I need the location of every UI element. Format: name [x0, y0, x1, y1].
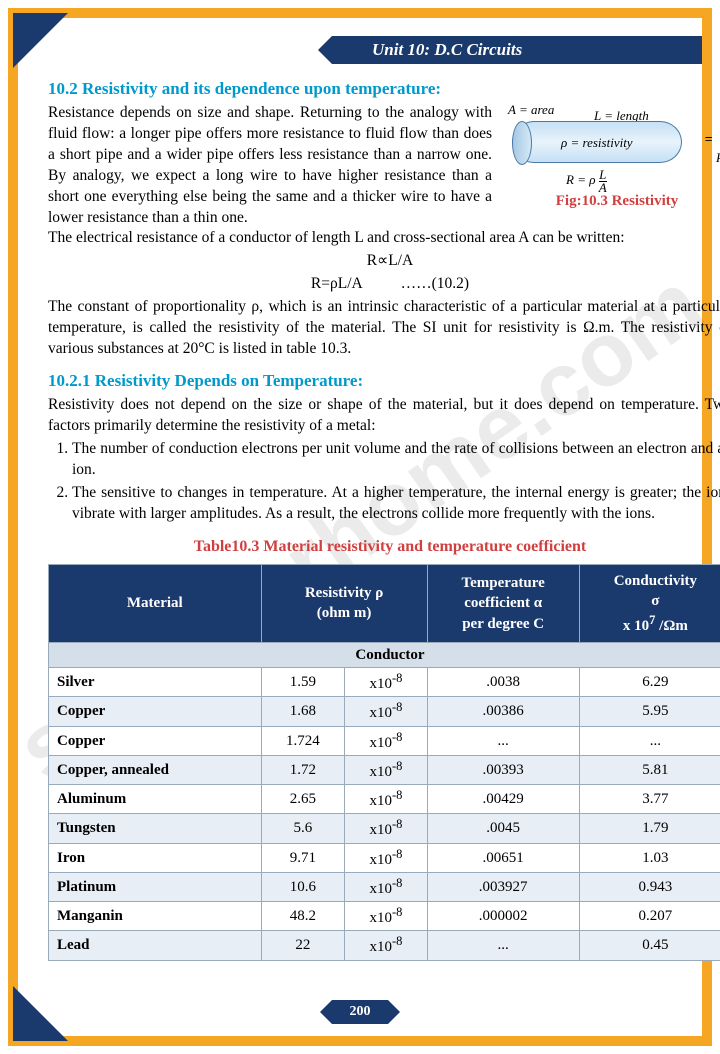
- table-row: Lead22x10-8...0.45: [49, 931, 720, 960]
- cell-material: Copper, annealed: [49, 755, 262, 784]
- table-row: Tungsten5.6x10-8.00451.79: [49, 814, 720, 843]
- cell-material: Iron: [49, 843, 262, 872]
- cell-material: Silver: [49, 668, 262, 697]
- cell-resistivity-exp: x10-8: [345, 755, 427, 784]
- equation-10-2: R=ρL/A ……(10.2): [48, 274, 720, 295]
- cell-resistivity-val: 22: [261, 931, 345, 960]
- cell-resistivity-exp: x10-8: [345, 697, 427, 726]
- cell-material: Aluminum: [49, 785, 262, 814]
- equation-proportional: R∝L/A: [48, 251, 720, 272]
- cell-conductivity: 5.95: [579, 697, 720, 726]
- cell-resistivity-exp: x10-8: [345, 814, 427, 843]
- temperature-factors-list: The number of conduction electrons per u…: [48, 439, 720, 525]
- cell-resistivity-exp: x10-8: [345, 931, 427, 960]
- col-resistivity: Resistivity ρ(ohm m): [261, 565, 427, 643]
- table-10-3-title: Table10.3 Material resistivity and tempe…: [48, 536, 720, 558]
- page-content: 10.2 Resistivity and its dependence upon…: [48, 78, 720, 961]
- cell-conductivity: 0.943: [579, 872, 720, 901]
- table-row: Iron9.71x10-8.006511.03: [49, 843, 720, 872]
- figure-10-3: A = area L = length ρ = resistivity = ᴍᴍ…: [502, 103, 720, 211]
- list-item: The number of conduction electrons per u…: [72, 439, 720, 481]
- cell-temp-coef: ...: [427, 931, 579, 960]
- cell-material: Platinum: [49, 872, 262, 901]
- table-row: Silver1.59x10-8.00386.29: [49, 668, 720, 697]
- cell-conductivity: 0.45: [579, 931, 720, 960]
- cell-temp-coef: .00429: [427, 785, 579, 814]
- para-formula-intro: The electrical resistance of a conductor…: [48, 228, 720, 249]
- para-temp-intro: Resistivity does not depend on the size …: [48, 395, 720, 437]
- cell-resistivity-exp: x10-8: [345, 872, 427, 901]
- figure-caption: Fig:10.3 Resistivity: [502, 191, 720, 211]
- cell-temp-coef: .00386: [427, 697, 579, 726]
- cell-resistivity-exp: x10-8: [345, 902, 427, 931]
- cell-conductivity: ...: [579, 726, 720, 755]
- col-conductivity: Conductivityσx 107 /Ωm: [579, 565, 720, 643]
- cell-resistivity-val: 10.6: [261, 872, 345, 901]
- cell-resistivity-val: 1.72: [261, 755, 345, 784]
- unit-label: Unit 10: D.C Circuits: [372, 40, 522, 59]
- cell-resistivity-val: 1.68: [261, 697, 345, 726]
- corner-decor-bl: [13, 986, 68, 1041]
- cell-resistivity-val: 2.65: [261, 785, 345, 814]
- cell-conductivity: 1.03: [579, 843, 720, 872]
- table-row: Aluminum2.65x10-8.004293.77: [49, 785, 720, 814]
- fig-r-symbol: R: [716, 149, 720, 167]
- cylinder-icon: ρ = resistivity: [512, 121, 682, 163]
- cell-material: Copper: [49, 697, 262, 726]
- cell-material: Lead: [49, 931, 262, 960]
- resistor-icon: = ᴍᴍ: [705, 131, 720, 149]
- table-row: Copper1.724x10-8......: [49, 726, 720, 755]
- fig-rho-label: ρ = resistivity: [561, 134, 633, 152]
- table-subheader: Conductor: [49, 642, 720, 667]
- col-temp-coef: Temperaturecoefficient αper degree C: [427, 565, 579, 643]
- cell-temp-coef: .0045: [427, 814, 579, 843]
- cell-resistivity-exp: x10-8: [345, 785, 427, 814]
- corner-decor-tl: [13, 13, 68, 68]
- cell-conductivity: 5.81: [579, 755, 720, 784]
- page-frame: Unit 10: D.C Circuits studyforhome.com 1…: [8, 8, 712, 1046]
- col-material: Material: [49, 565, 262, 643]
- cell-resistivity-exp: x10-8: [345, 668, 427, 697]
- cell-resistivity-val: 1.59: [261, 668, 345, 697]
- cell-conductivity: 1.79: [579, 814, 720, 843]
- cell-conductivity: 0.207: [579, 902, 720, 931]
- table-row: Copper, annealed1.72x10-8.003935.81: [49, 755, 720, 784]
- para-resistivity-def: The constant of proportionality ρ, which…: [48, 297, 720, 360]
- cell-material: Copper: [49, 726, 262, 755]
- page-number-badge: 200: [332, 1000, 388, 1024]
- cell-conductivity: 6.29: [579, 668, 720, 697]
- cell-material: Tungsten: [49, 814, 262, 843]
- fig-r-equation: R = ρ LA: [566, 169, 607, 193]
- cell-material: Manganin: [49, 902, 262, 931]
- list-item: The sensitive to changes in temperature.…: [72, 483, 720, 525]
- section-10-2-1-heading: 10.2.1 Resistivity Depends on Temperatur…: [48, 370, 720, 393]
- table-row: Copper1.68x10-8.003865.95: [49, 697, 720, 726]
- cell-resistivity-exp: x10-8: [345, 726, 427, 755]
- cell-resistivity-exp: x10-8: [345, 843, 427, 872]
- fig-area-label: A = area: [508, 101, 554, 119]
- cell-temp-coef: .000002: [427, 902, 579, 931]
- resistivity-table: Material Resistivity ρ(ohm m) Temperatur…: [48, 564, 720, 961]
- cell-temp-coef: .00651: [427, 843, 579, 872]
- unit-header: Unit 10: D.C Circuits: [332, 36, 702, 64]
- cell-temp-coef: .003927: [427, 872, 579, 901]
- cell-resistivity-val: 5.6: [261, 814, 345, 843]
- cell-resistivity-val: 1.724: [261, 726, 345, 755]
- cell-resistivity-val: 48.2: [261, 902, 345, 931]
- page-number: 200: [332, 1000, 388, 1024]
- section-10-2-heading: 10.2 Resistivity and its dependence upon…: [48, 78, 720, 101]
- cell-resistivity-val: 9.71: [261, 843, 345, 872]
- table-row: Manganin48.2x10-8.0000020.207: [49, 902, 720, 931]
- cell-temp-coef: .00393: [427, 755, 579, 784]
- cell-temp-coef: .0038: [427, 668, 579, 697]
- table-row: Platinum10.6x10-8.0039270.943: [49, 872, 720, 901]
- cell-conductivity: 3.77: [579, 785, 720, 814]
- cell-temp-coef: ...: [427, 726, 579, 755]
